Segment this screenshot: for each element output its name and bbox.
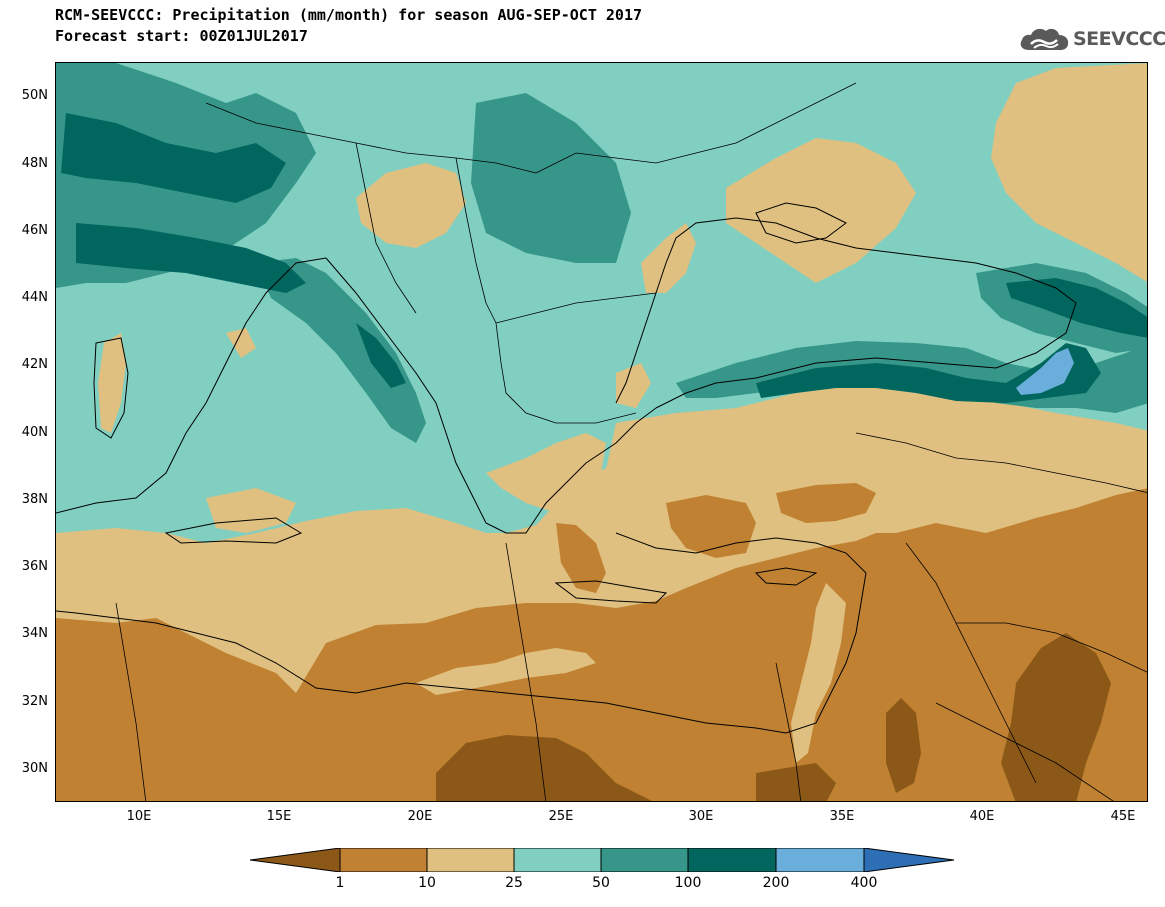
lon-label-40e: 40E [969,809,995,824]
colorbar-segment-below-1 [250,848,341,872]
coast-turkey-south [615,532,867,574]
zone-below-1-iraq [1001,633,1111,801]
zone-1-10-anatolia-east [776,483,876,523]
border-6 [495,322,557,424]
coast-sardinia [93,337,129,439]
border-3 [455,157,497,324]
zone-200-400-georgia [1016,348,1074,395]
colorbar-label-25: 25 [505,875,523,891]
lon-label-30e: 30E [688,809,714,824]
forecast-start-label: Forecast start: 00Z01JUL2017 [55,27,308,45]
zone-1-10-aegean [556,523,606,593]
zone-100-200-north-italy [76,223,306,293]
zone-10-25-levant [791,583,846,763]
border-7 [556,412,637,424]
lat-label-38n: 38N [21,492,48,507]
zone-10-25-russia [991,63,1147,282]
coast-crimea [755,202,847,244]
border-2 [355,142,417,314]
precipitation-map [55,62,1148,802]
map-title: RCM-SEEVCCC: Precipitation (mm/month) fo… [55,6,642,24]
zone-1-10-south [56,488,1147,801]
border-1 [205,102,537,174]
coast-aegean [485,407,657,534]
lat-label-46n: 46N [21,223,48,238]
map-canvas [56,63,1147,801]
colorbar-label-400: 400 [850,875,878,891]
lon-label-20e: 20E [407,809,433,824]
zone-100-200-alps [61,113,286,203]
lon-label-35e: 35E [829,809,855,824]
border-10 [956,622,1147,673]
border-14 [115,602,147,801]
lat-label-30n: 30N [21,761,48,776]
lat-label-48n: 48N [21,156,48,171]
coast-africa [56,572,867,734]
zone-100-200-dinarides [356,323,406,388]
border-12 [775,662,802,801]
lat-label-34n: 34N [21,626,48,641]
zone-below-1-sinai [756,763,836,801]
lat-label-36n: 36N [21,559,48,574]
coast-adriatic-east [325,257,487,524]
colorbar-segment-10-25 [426,848,515,872]
logo-text: SEEVCCC [1073,28,1165,50]
coast-sicily [164,517,303,544]
colorbar-segment-50-100 [600,848,689,872]
seevccc-logo: SEEVCCC [1017,24,1165,54]
colorbar-label-100: 100 [674,875,702,891]
coast-cyprus [754,567,818,586]
zone-10-25-aegean [486,433,606,513]
zone-below-1-libya [436,735,652,801]
zone-below-1-jordan [886,698,921,793]
colorbar-label-50: 50 [592,875,610,891]
colorbar-segment-above-400 [863,848,955,872]
lon-label-15e: 15E [266,809,292,824]
border-13 [935,702,1114,801]
coast-italy-west [56,257,327,514]
lon-label-25e: 25E [548,809,574,824]
lon-label-45e: 45E [1110,809,1136,824]
colorbar-legend [250,848,955,872]
zone-100-200-caucasus [1006,278,1147,338]
country-borders [115,82,1147,801]
lat-label-44n: 44N [21,290,48,305]
colorbar-segment-100-200 [687,848,777,872]
lat-label-50n: 50N [21,88,48,103]
coast-black-sea [615,217,1077,409]
zone-1-10-anatolia-core [666,495,756,558]
colorbar-segment-200-400 [775,848,865,872]
zone-50-100-romania [471,93,631,263]
lon-label-10e: 10E [126,809,152,824]
colorbar-label-200: 200 [762,875,790,891]
colorbar-segment-25-50 [513,848,602,872]
lat-label-40n: 40N [21,425,48,440]
zone-10-25-marmara [616,363,651,408]
colorbar-label-1: 1 [335,875,345,891]
border-5 [535,82,857,174]
border-8 [855,432,1147,493]
zone-10-25-sardinia [98,333,126,433]
coastlines [56,202,1077,734]
zone-50-100-adriatic [256,258,426,443]
coast-crete [554,580,668,604]
border-11 [505,542,547,801]
zone-10-25-egypt-patch [416,648,596,695]
cloud-icon [1020,28,1069,50]
zone-10-25-italy-patch [226,328,256,358]
zone-100-200-pontic [756,343,1101,403]
lat-label-42n: 42N [21,357,48,372]
lat-label-32n: 32N [21,694,48,709]
zone-10-25-hungary [356,163,466,248]
border-4 [495,292,657,324]
colorbar-segment-1-10 [339,848,428,872]
colorbar-label-10: 10 [418,875,436,891]
